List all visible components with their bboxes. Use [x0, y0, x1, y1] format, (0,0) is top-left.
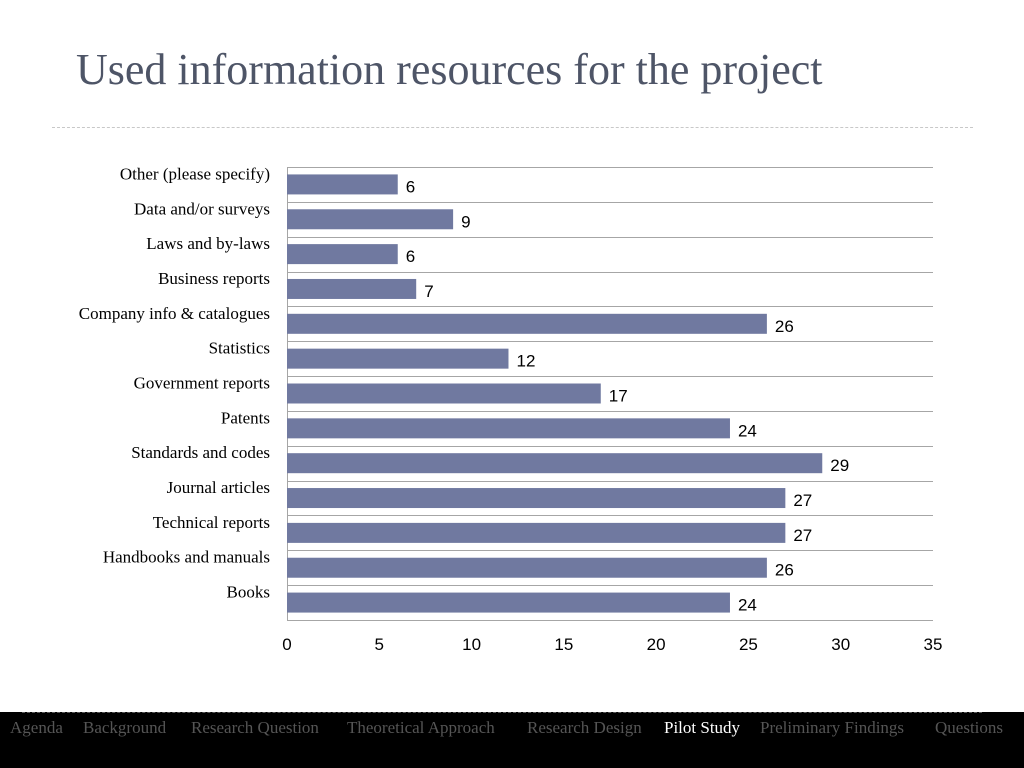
bar-government-reports: [287, 383, 601, 404]
nav-item-agenda[interactable]: Agenda: [10, 718, 63, 737]
bar-journal-articles: [287, 488, 786, 509]
data-label: 17: [609, 387, 628, 406]
x-tick-label: 10: [462, 635, 481, 654]
data-label: 29: [830, 456, 849, 475]
nav-item-pilot-study[interactable]: Pilot Study: [664, 718, 741, 737]
page-title: Used information resources for the proje…: [76, 45, 823, 94]
x-tick-label: 25: [739, 635, 758, 654]
data-label: 24: [738, 421, 757, 440]
nav-item-research-design[interactable]: Research Design: [527, 718, 642, 737]
title-divider: [52, 127, 973, 128]
x-tick-label: 30: [831, 635, 850, 654]
category-label: Patents: [221, 408, 270, 427]
bar-technical-reports: [287, 522, 786, 543]
bar-chart: Other (please specify) 6 Data and/or surve…: [79, 164, 943, 654]
nav-item-research-question[interactable]: Research Question: [191, 718, 319, 737]
category-label: Handbooks and manuals: [103, 548, 270, 567]
category-label: Company info & catalogues: [79, 304, 270, 323]
bar-data-and-or-surveys: [287, 209, 454, 230]
data-label: 27: [793, 526, 812, 545]
bar-laws-and-by-laws: [287, 244, 398, 265]
x-tick-label: 35: [924, 635, 943, 654]
data-label: 7: [424, 282, 433, 301]
x-tick-label: 15: [554, 635, 573, 654]
data-label: 27: [793, 491, 812, 510]
nav-item-preliminary-findings[interactable]: Preliminary Findings: [760, 718, 905, 737]
bar-statistics: [287, 348, 509, 369]
bar-other-please-specify: [287, 174, 398, 195]
category-label: Other (please specify): [120, 164, 270, 183]
bar-company-info-catalogues: [287, 313, 767, 334]
bar-handbooks-and-manuals: [287, 557, 767, 578]
nav-item-questions[interactable]: Questions: [935, 718, 1003, 737]
bar-business-reports: [287, 278, 417, 299]
category-label: Books: [227, 583, 270, 602]
bar-books: [287, 592, 730, 613]
nav-item-theoretical-approach[interactable]: Theoretical Approach: [347, 718, 495, 737]
category-label: Business reports: [158, 269, 270, 288]
category-label: Technical reports: [153, 513, 270, 532]
x-tick-label: 5: [375, 635, 384, 654]
x-tick-label: 20: [647, 635, 666, 654]
category-label: Laws and by-laws: [146, 234, 270, 253]
data-label: 24: [738, 596, 757, 615]
data-label: 26: [775, 561, 794, 580]
category-label: Statistics: [209, 339, 270, 358]
data-label: 26: [775, 317, 794, 336]
category-label: Standards and codes: [131, 443, 270, 462]
category-label: Journal articles: [167, 478, 270, 497]
x-tick-label: 0: [282, 635, 291, 654]
nav-item-background[interactable]: Background: [83, 718, 167, 737]
bar-patents: [287, 418, 730, 439]
category-label: Government reports: [134, 374, 270, 393]
footer-divider: [22, 712, 982, 713]
data-label: 9: [461, 212, 470, 231]
data-label: 6: [406, 247, 415, 266]
data-label: 12: [516, 352, 535, 371]
footer-nav-bar: Agenda Background Research Question Theo…: [0, 712, 1024, 768]
data-label: 6: [406, 177, 415, 196]
category-label: Data and/or surveys: [134, 199, 270, 218]
section-nav: Agenda Background Research Question Theo…: [0, 716, 1024, 740]
bar-standards-and-codes: [287, 453, 823, 474]
